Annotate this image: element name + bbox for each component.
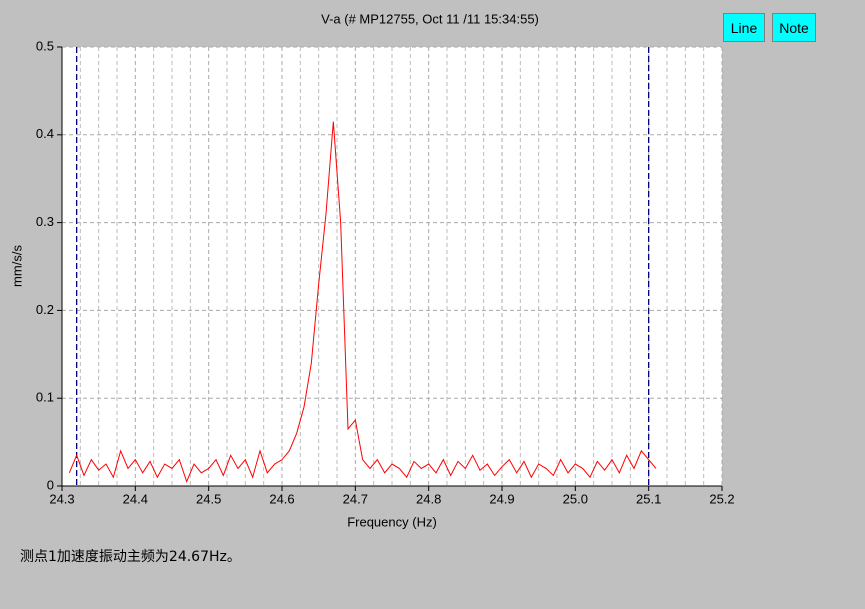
data-line	[68, 121, 657, 484]
chart-title: V-a (# MP12755, Oct 11 /11 15:34:55)	[321, 11, 539, 26]
line-button[interactable]: Line	[723, 13, 765, 42]
x-tick-label: 24.6	[269, 491, 294, 506]
x-tick-label: 24.8	[416, 491, 441, 506]
note-text: 测点1加速度振动主频为24.67Hz。	[20, 549, 241, 565]
x-tick-label: 24.9	[489, 491, 514, 506]
y-tick-label: 0.2	[36, 302, 54, 317]
y-tick-label: 0	[47, 477, 54, 492]
y-tick-label: 0.3	[36, 214, 54, 229]
x-tick-label: 24.5	[196, 491, 221, 506]
x-tick-label: 24.3	[49, 491, 74, 506]
x-tick-label: 24.7	[343, 491, 368, 506]
x-tick-label: 24.4	[123, 491, 148, 506]
y-tick-label: 0.1	[36, 390, 54, 405]
x-tick-label: 25.1	[636, 491, 661, 506]
y-tick-label: 0.4	[36, 126, 54, 141]
x-tick-label: 25.2	[709, 491, 734, 506]
x-axis-label: Frequency (Hz)	[347, 514, 437, 529]
y-axis-label: mm/s/s	[9, 245, 24, 287]
y-tick-label: 0.5	[36, 38, 54, 53]
x-tick-label: 25.0	[563, 491, 588, 506]
note-button[interactable]: Note	[772, 13, 816, 42]
